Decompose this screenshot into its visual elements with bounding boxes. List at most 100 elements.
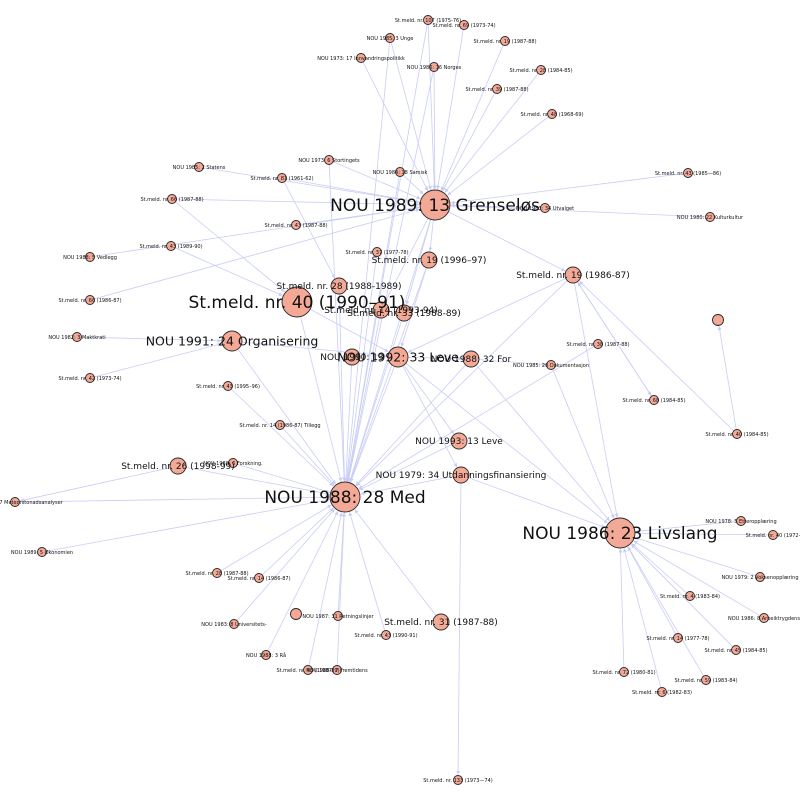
graph-node[interactable] (705, 212, 715, 222)
node-label: NOU 1987: 27 Meteorstonadsanalyser (0, 500, 64, 506)
graph-node[interactable] (333, 611, 343, 621)
graph-node[interactable] (492, 84, 502, 94)
edge-n_nou199233-n_nou199313 (397, 356, 455, 435)
graph-node[interactable] (372, 301, 390, 319)
graph-node[interactable] (564, 266, 582, 284)
graph-node[interactable] (385, 33, 395, 43)
graph-node[interactable] (221, 330, 243, 352)
graph-node[interactable] (452, 466, 470, 484)
graph-node[interactable] (500, 36, 510, 46)
graph-node[interactable] (261, 650, 271, 660)
graph-node[interactable] (673, 633, 683, 643)
node-label: NOU 1980: 22 Kulturkultur (677, 215, 744, 221)
graph-node[interactable] (324, 155, 334, 165)
graph-node[interactable] (85, 295, 95, 305)
node-label: NOU 1992: 33 Leve (337, 349, 459, 364)
graph-node[interactable] (450, 432, 468, 450)
graph-node[interactable] (85, 373, 95, 383)
edge-n_f5-n_nou198623 (633, 540, 765, 619)
graph-node[interactable] (10, 497, 20, 507)
graph-node[interactable] (429, 62, 439, 72)
graph-node[interactable] (387, 346, 409, 368)
graph-node[interactable] (395, 167, 405, 177)
edge-n_b3-n_stm28 (281, 177, 336, 279)
edge-n_b7-n_stm40 (170, 245, 283, 296)
graph-node[interactable] (462, 350, 480, 368)
graph-node[interactable] (432, 613, 450, 631)
graph-node[interactable] (685, 591, 695, 601)
graph-node[interactable] (657, 687, 667, 697)
graph-node[interactable] (712, 314, 724, 326)
graph-node[interactable] (229, 619, 239, 629)
graph-node[interactable] (546, 360, 556, 370)
graph-node[interactable] (547, 109, 557, 119)
graph-node[interactable] (395, 304, 413, 322)
graph-node[interactable] (356, 53, 366, 63)
node-label: St.meld. nr. 43 (1989-90) (139, 244, 202, 250)
graph-node[interactable] (736, 516, 746, 526)
graph-node[interactable] (72, 332, 82, 342)
graph-node[interactable] (329, 481, 361, 513)
graph-node[interactable] (381, 630, 391, 640)
edge-n_nou197934-n_nou198623 (460, 474, 606, 529)
graph-node[interactable] (37, 547, 47, 557)
edge-n_stm33-n_nou198828 (349, 312, 405, 483)
node-label: St.meld. nr. 4 (1983-84) (660, 594, 720, 600)
edge-n_nou199233-n_nou198623 (397, 356, 608, 524)
graph-node[interactable] (169, 457, 187, 475)
graph-node[interactable] (223, 381, 233, 391)
graph-node[interactable] (343, 348, 361, 366)
graph-node[interactable] (649, 395, 659, 405)
graph-node[interactable] (759, 613, 769, 623)
graph-node[interactable] (619, 667, 629, 677)
node-label: St.meld. nr. 66 (1986-87) (58, 298, 121, 304)
graph-node[interactable] (167, 194, 177, 204)
edge-n_c7-n_nou198828 (232, 462, 331, 494)
graph-node[interactable] (768, 530, 778, 540)
graph-node[interactable] (277, 173, 287, 183)
graph-node[interactable] (755, 572, 765, 582)
graph-node[interactable] (604, 517, 636, 549)
node-label: St.meld. nr. 40 (1984-85) (705, 432, 768, 438)
graph-node[interactable] (732, 429, 742, 439)
edge-n_f8-n_nou198623 (618, 548, 625, 673)
graph-node[interactable] (593, 339, 603, 349)
edge-n_f2-n_nou198623 (635, 531, 774, 536)
graph-node[interactable] (166, 241, 176, 251)
graph-node[interactable] (683, 168, 693, 178)
graph-node[interactable] (423, 15, 433, 25)
graph-node[interactable] (254, 573, 264, 583)
graph-node[interactable] (281, 286, 313, 318)
graph-node[interactable] (212, 568, 222, 578)
edge-n_e10-n_nou198828 (336, 512, 347, 671)
graph-node[interactable] (453, 775, 463, 785)
edge-n_a6-n_nou198928 (432, 66, 437, 190)
graph-node[interactable] (536, 65, 546, 75)
graph-node[interactable] (372, 247, 382, 257)
graph-node[interactable] (332, 665, 342, 675)
node-label: St.meld. nr. 31 (1987-88) (384, 618, 498, 628)
graph-node[interactable] (420, 251, 438, 269)
graph-node[interactable] (194, 162, 204, 172)
node-label: St.meld. nr. 19 (1986-87) (516, 271, 630, 281)
graph-node[interactable] (290, 608, 302, 620)
edge-n_f4-n_nou198623 (631, 543, 691, 597)
graph-node[interactable] (275, 420, 285, 430)
edge-n_f9-n_nou198623 (627, 546, 707, 681)
graph-node[interactable] (419, 189, 451, 221)
edge-n_nou197934-n_nou198828 (360, 474, 462, 496)
graph-node[interactable] (85, 252, 95, 262)
graph-node[interactable] (701, 675, 711, 685)
graph-node[interactable] (330, 277, 348, 295)
edge-n_nou198928-n_stm19b (434, 204, 566, 272)
edge-n_nou198832-n_d3 (470, 358, 546, 367)
graph-node[interactable] (291, 220, 301, 230)
node-label: St.meld. nr. 33 (1988-89) (347, 309, 461, 319)
graph-node[interactable] (303, 665, 313, 675)
graph-node[interactable] (731, 645, 741, 655)
graph-node[interactable] (540, 203, 550, 213)
edge-n_a5-n_nou198928 (360, 57, 429, 192)
graph-node[interactable] (459, 20, 469, 30)
graph-node[interactable] (228, 458, 238, 468)
